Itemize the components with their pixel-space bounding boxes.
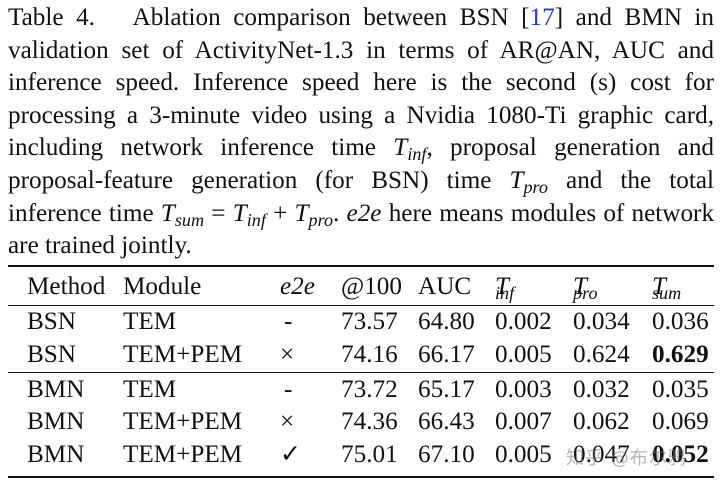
cell-t-inf: 0.005: [495, 441, 552, 468]
table-header-rule: [8, 305, 714, 307]
table-bottom-rule: [8, 476, 714, 478]
cell-e2e: ×: [280, 408, 295, 435]
cell-auc: 64.80: [418, 308, 475, 335]
cell-auc: 65.17: [418, 376, 475, 403]
watermark: 知乎 @布尔鸦: [566, 448, 687, 469]
cell-t-pro: 0.047: [573, 441, 630, 468]
cell-auc: 66.43: [418, 408, 475, 435]
cell-module: TEM+PEM: [123, 341, 243, 368]
cell-method: BMN: [27, 441, 85, 468]
header-ar100: @100: [341, 273, 402, 300]
cell-t-pro: 0.062: [573, 408, 630, 435]
cell-auc: 67.10: [418, 441, 475, 468]
caption-text-1: Ablation comparison between BSN [: [132, 4, 530, 31]
table-row: BSN TEM+PEM × 74.16 66.17 0.005 0.624 0.…: [0, 338, 720, 371]
math-t-inf: Tinf: [393, 134, 427, 165]
cell-ar100: 73.72: [341, 376, 398, 403]
cell-t-pro: 0.624: [573, 341, 630, 368]
cell-e2e: -: [284, 308, 293, 335]
cell-method: BSN: [27, 341, 76, 368]
cell-ar100: 74.16: [341, 341, 398, 368]
header-module: Module: [123, 273, 202, 300]
cell-t-inf: 0.007: [495, 408, 552, 435]
caption-text-3: , proposal generation and proposal-featu…: [8, 134, 715, 194]
cell-method: BMN: [27, 376, 85, 403]
header-method: Method: [27, 273, 106, 300]
cell-module: TEM: [123, 308, 177, 335]
cell-e2e: -: [284, 376, 293, 403]
cell-t-inf: 0.003: [495, 376, 552, 403]
cell-t-sum: 0.052: [652, 441, 709, 468]
cell-ar100: 74.36: [341, 408, 398, 435]
table-row: BMN TEM+PEM ✓ 75.01 67.10 0.005 0.047 0.…: [0, 438, 720, 471]
table-caption: Table 4. Ablation comparison between BSN…: [8, 2, 714, 263]
header-auc: AUC: [418, 273, 472, 300]
cell-auc: 66.17: [418, 341, 475, 368]
caption-text-5: here means modules of network are traine…: [8, 199, 715, 260]
cell-t-sum: 0.069: [652, 408, 709, 435]
cell-module: TEM+PEM: [123, 441, 243, 468]
table-row: BSN TEM - 73.57 64.80 0.002 0.034 0.036: [0, 305, 720, 338]
table-group-rule: [8, 372, 714, 374]
cell-t-pro: 0.034: [573, 308, 630, 335]
cell-module: TEM+PEM: [123, 408, 243, 435]
cell-t-inf: 0.005: [495, 341, 552, 368]
caption-text-2: ] and BMN in validation set of ActivityN…: [8, 4, 715, 162]
table-row: BMN TEM+PEM × 74.36 66.43 0.007 0.062 0.…: [0, 405, 720, 438]
caption-period: .: [333, 199, 340, 227]
cell-t-pro: 0.032: [573, 376, 630, 403]
caption-text-4: and the total inference time: [8, 166, 715, 227]
cell-ar100: 75.01: [341, 441, 398, 468]
cell-ar100: 73.57: [341, 308, 398, 335]
table-row: BMN TEM - 73.72 65.17 0.003 0.032 0.035: [0, 373, 720, 406]
cell-t-sum: 0.629: [652, 341, 709, 368]
cell-e2e: ×: [280, 341, 295, 368]
citation-link[interactable]: 17: [529, 4, 555, 31]
caption-e2e: e2e: [346, 199, 382, 227]
cell-module: TEM: [123, 376, 177, 403]
cell-t-sum: 0.036: [652, 308, 709, 335]
cell-method: BSN: [27, 308, 76, 335]
cell-e2e: ✓: [280, 441, 302, 468]
cell-method: BMN: [27, 408, 85, 435]
cell-t-sum: 0.035: [652, 376, 709, 403]
caption-label: Table 4.: [8, 4, 95, 31]
table-top-rule: [8, 265, 714, 267]
header-e2e: e2e: [280, 273, 315, 300]
math-t-pro: Tpro: [509, 166, 548, 198]
cell-t-inf: 0.002: [495, 308, 552, 335]
math-equation: Tsum = Tinf + Tpro: [160, 199, 334, 230]
